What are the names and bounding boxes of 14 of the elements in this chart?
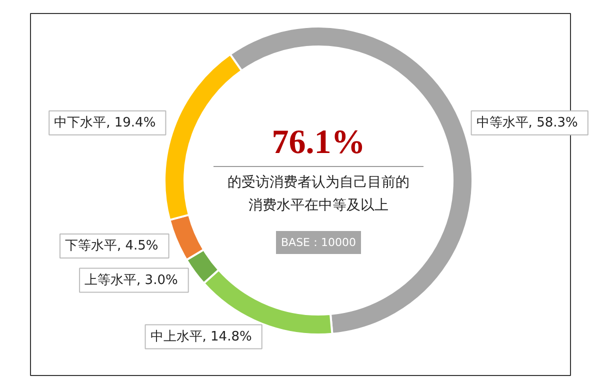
slice-label: 中下水平: [54, 115, 106, 130]
slice-label: 上等水平: [84, 272, 137, 288]
text: BASE：10000: [281, 236, 356, 249]
slice-label: 中上水平: [150, 329, 202, 344]
text: 76.1%: [272, 124, 366, 161]
data-label: , 3.0%: [136, 272, 178, 288]
slice-label: 下等水平: [64, 238, 117, 254]
data-label: , 14.8%: [202, 329, 252, 344]
slice-label: 中等水平: [476, 115, 528, 130]
text: 的受访消费者认为自己目前的: [228, 174, 410, 190]
data-label: , 19.4%: [106, 115, 156, 130]
data-label: , 58.3%: [528, 115, 578, 130]
data-label: , 4.5%: [116, 238, 158, 254]
text: 消费水平在中等及以上: [248, 198, 388, 214]
